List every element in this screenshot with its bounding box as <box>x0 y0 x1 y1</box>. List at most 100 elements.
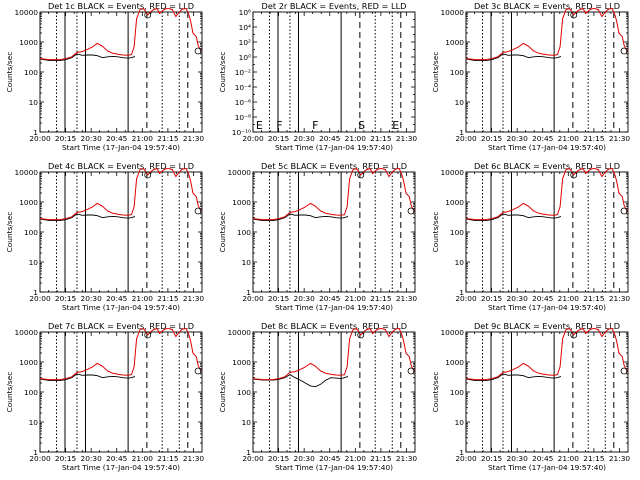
x-tick-label: 20:30 <box>294 294 316 303</box>
panel-title: Det 8c BLACK = Events, RED = LLD <box>261 321 407 331</box>
y-tick-label: 1 <box>246 448 251 457</box>
y-tick-label: 100 <box>450 388 464 397</box>
plot-frame <box>252 11 416 133</box>
plot-frame <box>39 171 203 293</box>
events-series-line <box>39 213 136 222</box>
panel-title: Det 5c BLACK = Events, RED = LLD <box>261 161 407 171</box>
attenuator-marker <box>144 11 152 19</box>
y-tick-label: 1000 <box>19 198 38 207</box>
y-tick-label: 1 <box>33 448 38 457</box>
panel-det-7: Det 7c BLACK = Events, RED = LLD 1 10 100 10… <box>5 321 204 472</box>
x-tick-label: 20:30 <box>81 134 103 143</box>
attenuator-marker <box>407 367 415 375</box>
attenuator-marker <box>570 171 578 179</box>
plot-frame <box>39 331 203 453</box>
events-series-line <box>39 53 136 62</box>
y-axis-label: Counts/sec <box>5 212 14 253</box>
panel-det-4: Det 4c BLACK = Events, RED = LLD 1 10 100 10… <box>5 161 204 312</box>
y-tick-label: 1000 <box>232 198 251 207</box>
x-tick-label: 20:15 <box>481 134 503 143</box>
x-tick-label: 20:30 <box>294 134 316 143</box>
panel-det-3: Det 3c BLACK = Events, RED = LLD 1 10 100 10… <box>431 1 630 152</box>
x-tick-label: 20:30 <box>81 454 103 463</box>
panel-title: Det 1c BLACK = Events, RED = LLD <box>48 1 194 11</box>
interval-flag-label: F <box>276 119 282 132</box>
attenuator-marker <box>357 331 365 339</box>
y-tick-label: 10000 <box>440 328 464 337</box>
plot-frame <box>39 11 203 133</box>
x-tick-label: 20:45 <box>319 134 341 143</box>
x-tick-label: 21:00 <box>558 294 580 303</box>
y-tick-label: 10 <box>242 258 252 267</box>
x-tick-label: 20:00 <box>29 134 51 143</box>
x-tick-label: 20:15 <box>268 134 290 143</box>
x-tick-label: 20:00 <box>455 134 477 143</box>
x-tick-label: 20:15 <box>268 454 290 463</box>
x-tick-label: 20:15 <box>55 134 77 143</box>
x-tick-label: 21:30 <box>183 134 205 143</box>
interval-flag-label: E <box>392 119 399 132</box>
x-tick-label: 21:00 <box>558 454 580 463</box>
y-tick-label: 10⁶ <box>239 8 251 17</box>
attenuator-marker <box>620 47 628 55</box>
lld-series-line <box>252 168 416 221</box>
y-tick-label: 100 <box>450 228 464 237</box>
plot-frame <box>252 331 416 453</box>
y-tick-label: 1000 <box>19 358 38 367</box>
panel-det-5: Det 5c BLACK = Events, RED = LLD 1 10 100 10… <box>218 161 417 312</box>
plot-frame <box>252 171 416 293</box>
y-tick-label: 10⁻⁸ <box>235 113 251 122</box>
y-tick-label: 10⁴ <box>239 23 251 32</box>
x-axis-label: Start Time (17-Jan-04 19:57:40) <box>488 303 606 312</box>
y-tick-label: 10000 <box>227 168 251 177</box>
plot-frame <box>465 11 629 133</box>
x-tick-label: 20:00 <box>242 134 264 143</box>
x-axis-label: Start Time (17-Jan-04 19:57:40) <box>62 143 180 152</box>
attenuator-marker <box>194 47 202 55</box>
y-tick-label: 10000 <box>440 168 464 177</box>
y-tick-label: 10 <box>455 258 465 267</box>
lld-series-line <box>39 328 203 381</box>
x-tick-label: 20:00 <box>455 454 477 463</box>
panel-title: Det 7c BLACK = Events, RED = LLD <box>48 321 194 331</box>
panel-title: Det 6c BLACK = Events, RED = LLD <box>474 161 620 171</box>
x-tick-label: 21:15 <box>370 134 392 143</box>
x-tick-label: 20:30 <box>81 294 103 303</box>
attenuator-marker <box>144 331 152 339</box>
x-tick-label: 20:45 <box>106 134 128 143</box>
x-tick-label: 21:30 <box>396 454 418 463</box>
y-tick-label: 100 <box>24 388 38 397</box>
y-tick-label: 10 <box>242 418 252 427</box>
y-tick-label: 1 <box>459 128 464 137</box>
x-tick-label: 20:00 <box>242 294 264 303</box>
x-tick-label: 20:00 <box>242 454 264 463</box>
y-axis-label: Counts/sec <box>218 52 227 93</box>
events-series-line <box>39 373 136 382</box>
x-tick-label: 20:30 <box>507 454 529 463</box>
y-axis-label: Counts/sec <box>5 372 14 413</box>
x-tick-label: 21:15 <box>583 294 605 303</box>
attenuator-marker <box>357 171 365 179</box>
y-tick-label: 100 <box>237 388 251 397</box>
lld-series-line <box>465 168 629 221</box>
plot-frame <box>465 331 629 453</box>
lld-series-line <box>465 328 629 381</box>
y-tick-label: 10000 <box>14 168 38 177</box>
x-tick-label: 21:00 <box>132 294 154 303</box>
plot-frame <box>465 171 629 293</box>
x-tick-label: 21:00 <box>132 134 154 143</box>
x-tick-label: 21:30 <box>396 294 418 303</box>
x-axis-label: Start Time (17-Jan-04 19:57:40) <box>62 463 180 472</box>
y-tick-label: 10 <box>455 98 465 107</box>
y-tick-label: 10⁰ <box>239 53 251 62</box>
y-tick-label: 10 <box>29 258 39 267</box>
attenuator-marker <box>620 207 628 215</box>
x-tick-label: 21:15 <box>583 454 605 463</box>
x-tick-label: 21:30 <box>609 134 631 143</box>
x-tick-label: 21:30 <box>609 294 631 303</box>
y-tick-label: 1000 <box>445 38 464 47</box>
x-tick-label: 21:15 <box>157 134 179 143</box>
attenuator-marker <box>570 331 578 339</box>
y-tick-label: 1 <box>33 288 38 297</box>
x-tick-label: 20:45 <box>532 294 554 303</box>
